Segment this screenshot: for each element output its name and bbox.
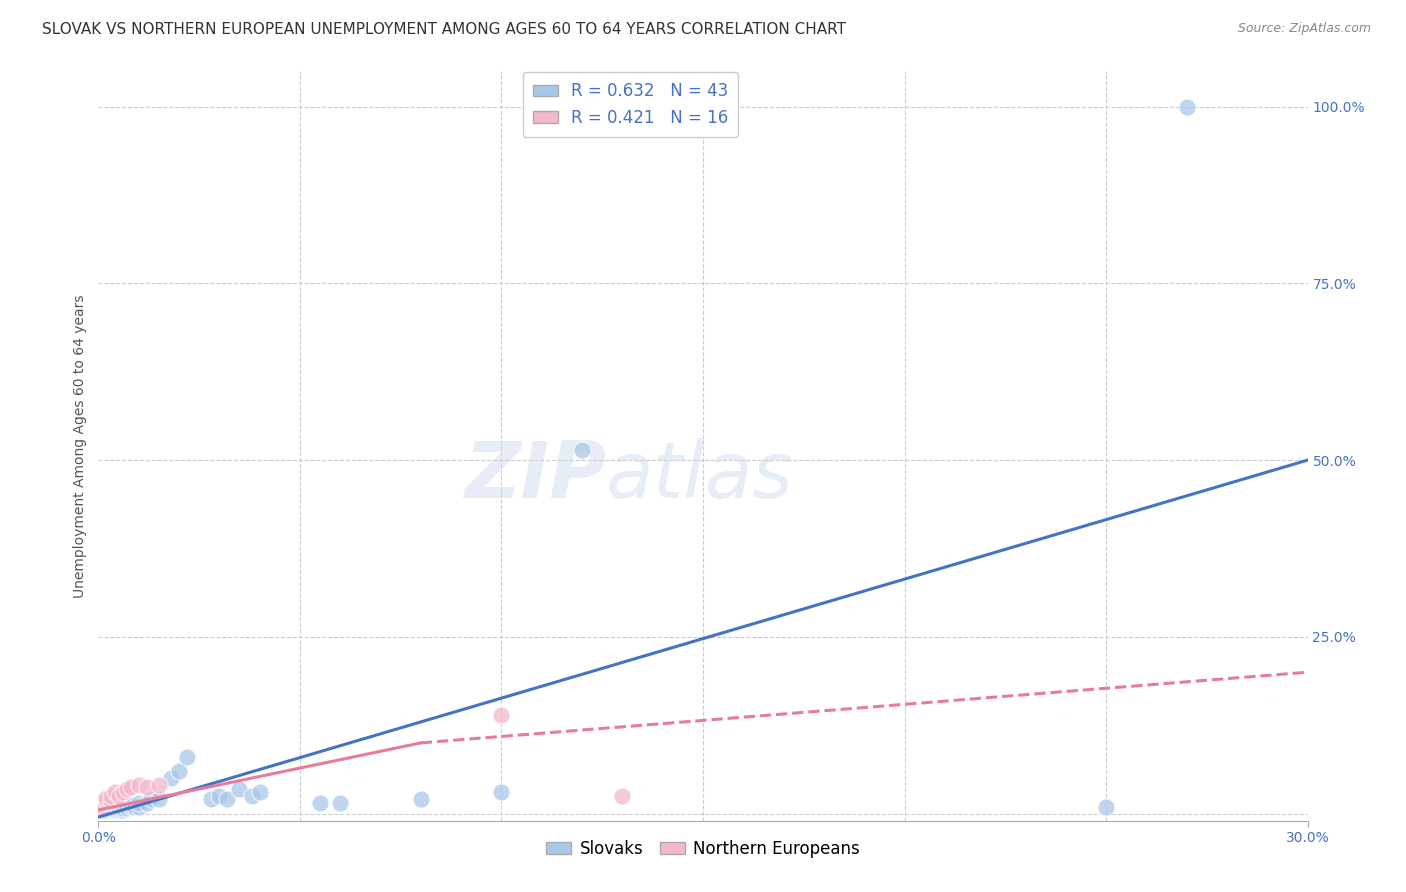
Point xyxy=(217,792,239,806)
Point xyxy=(103,803,125,817)
Point xyxy=(96,791,118,805)
Point xyxy=(103,785,125,799)
Point xyxy=(124,799,146,814)
Point xyxy=(128,799,150,814)
Point xyxy=(107,803,129,817)
Point xyxy=(103,799,125,814)
Point xyxy=(91,799,114,814)
Point xyxy=(176,750,198,764)
Point xyxy=(120,780,142,794)
Text: ZIP: ZIP xyxy=(464,438,606,514)
Point xyxy=(148,792,170,806)
Point xyxy=(96,799,118,814)
Point xyxy=(100,803,122,817)
Point xyxy=(200,792,222,806)
Point xyxy=(1095,799,1118,814)
Point xyxy=(309,796,332,810)
Y-axis label: Unemployment Among Ages 60 to 64 years: Unemployment Among Ages 60 to 64 years xyxy=(73,294,87,598)
Point xyxy=(96,803,118,817)
Legend: Slovaks, Northern Europeans: Slovaks, Northern Europeans xyxy=(540,833,866,864)
Point xyxy=(329,796,352,810)
Point xyxy=(91,799,114,814)
Point xyxy=(1175,100,1198,114)
Point xyxy=(111,803,134,817)
Point xyxy=(111,785,134,799)
Point xyxy=(96,803,118,817)
Point xyxy=(160,771,183,785)
Point xyxy=(120,798,142,813)
Text: SLOVAK VS NORTHERN EUROPEAN UNEMPLOYMENT AMONG AGES 60 TO 64 YEARS CORRELATION C: SLOVAK VS NORTHERN EUROPEAN UNEMPLOYMENT… xyxy=(42,22,846,37)
Point xyxy=(409,792,432,806)
Point xyxy=(100,794,122,808)
Point xyxy=(96,803,118,817)
Point xyxy=(139,792,162,806)
Point xyxy=(103,802,125,816)
Point xyxy=(115,801,138,815)
Point xyxy=(491,707,513,722)
Text: Source: ZipAtlas.com: Source: ZipAtlas.com xyxy=(1237,22,1371,36)
Point xyxy=(135,796,157,810)
Point xyxy=(107,789,129,803)
Point xyxy=(612,789,634,803)
Point xyxy=(208,789,231,803)
Point xyxy=(571,442,593,457)
Point xyxy=(111,801,134,815)
Point xyxy=(107,801,129,815)
Point xyxy=(91,796,114,810)
Point xyxy=(135,780,157,794)
Point xyxy=(96,794,118,808)
Text: atlas: atlas xyxy=(606,438,794,514)
Point xyxy=(249,785,271,799)
Point xyxy=(100,802,122,816)
Point xyxy=(167,764,190,779)
Point xyxy=(120,799,142,814)
Point xyxy=(91,803,114,817)
Point xyxy=(115,781,138,796)
Point xyxy=(240,789,263,803)
Point xyxy=(491,785,513,799)
Point xyxy=(100,789,122,803)
Point xyxy=(228,781,250,796)
Point xyxy=(148,778,170,792)
Point xyxy=(96,801,118,815)
Point xyxy=(91,803,114,817)
Point xyxy=(100,799,122,814)
Point xyxy=(128,796,150,810)
Point xyxy=(128,778,150,792)
